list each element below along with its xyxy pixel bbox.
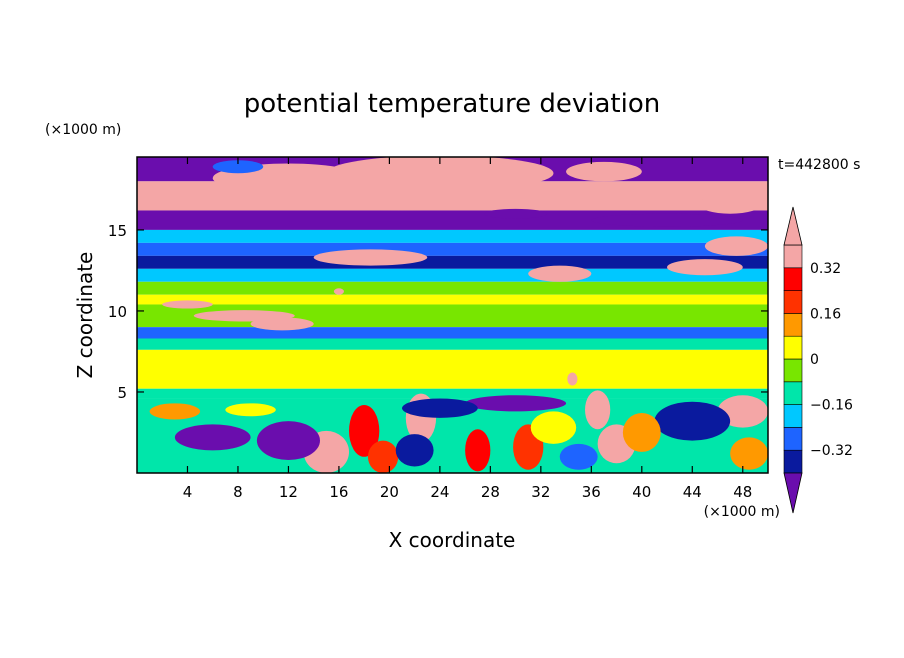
- contour-band: [137, 210, 768, 230]
- contour-band: [137, 229, 768, 243]
- x-axis: 4 8 12 16 20 24 28 32 36 40 44 48: [183, 157, 752, 501]
- time-label: t=442800 s: [778, 157, 860, 173]
- x-tick-label: 12: [279, 483, 298, 501]
- contour-region: [667, 259, 743, 276]
- contour-region: [717, 395, 768, 428]
- contour-band: [137, 268, 768, 282]
- x-tick-label: 32: [531, 483, 550, 501]
- contour-region: [367, 440, 399, 473]
- colorbar-segment: [783, 427, 803, 451]
- x-tick-label: 28: [481, 483, 500, 501]
- contour-region: [349, 404, 380, 457]
- colorbar-tick-label: 0: [810, 352, 819, 368]
- contour-region: [225, 403, 276, 417]
- colorbar-segment: [783, 381, 803, 405]
- colorbar-tick-label: −0.16: [810, 398, 853, 414]
- colorbar-segment: [783, 290, 803, 314]
- colorbar-segment: [783, 404, 803, 428]
- chart-title: potential temperature deviation: [244, 89, 660, 119]
- colorbar-over-arrow: [783, 206, 803, 246]
- colorbar-segment: [783, 267, 803, 291]
- colorbar-tick-label: −0.32: [810, 443, 853, 459]
- colorbar-segment: [783, 313, 803, 337]
- contour-region: [654, 401, 731, 441]
- contour-region: [622, 413, 661, 452]
- colorbar-tick-label: 0.16: [810, 306, 841, 322]
- x-tick-label: 36: [582, 483, 601, 501]
- contour-region: [465, 395, 567, 412]
- x-tick-label: 16: [329, 483, 348, 501]
- contour-region: [250, 317, 314, 331]
- contour-region: [484, 208, 548, 219]
- y-tick-label: 10: [108, 303, 127, 321]
- contour-region: [730, 437, 768, 470]
- contour-region: [559, 443, 598, 470]
- y-tick-label: 5: [117, 384, 127, 402]
- x-tick-label: 24: [430, 483, 449, 501]
- contour-region: [585, 390, 611, 430]
- x-tick-label: 48: [733, 483, 752, 501]
- colorbar-under-arrow: [783, 472, 803, 514]
- contour-region: [704, 236, 768, 256]
- contour-band: [137, 388, 768, 399]
- contour-band: [137, 349, 768, 389]
- contour-region: [530, 411, 577, 444]
- contour-region: [566, 161, 642, 182]
- y-tick-label: 15: [108, 222, 127, 240]
- x-tick-label: 44: [683, 483, 702, 501]
- contour-region: [212, 160, 264, 174]
- contour-band: [137, 294, 768, 305]
- contour-region: [149, 403, 201, 420]
- contour-region: [301, 178, 503, 211]
- colorbar-segment: [783, 335, 803, 360]
- y-unit-label: (×1000 m): [45, 122, 121, 138]
- plot-frame: [136, 156, 769, 474]
- contour-region: [313, 249, 428, 266]
- x-unit-label: (×1000 m): [704, 504, 780, 520]
- x-tick-label: 20: [380, 483, 399, 501]
- y-axis: 5 10 15: [108, 222, 768, 402]
- contour-band: [137, 281, 768, 295]
- contour-region: [333, 288, 344, 295]
- colorbar-tick-label: 0.32: [810, 261, 841, 277]
- colorbar-segment: [783, 244, 803, 269]
- contour-region: [402, 398, 478, 418]
- x-axis-label: X coordinate: [389, 528, 516, 552]
- x-tick-label: 4: [183, 483, 193, 501]
- colorbar-segment: [783, 358, 803, 383]
- contour-region: [395, 434, 434, 467]
- contour-region: [174, 424, 251, 451]
- contour-region: [465, 429, 491, 472]
- contour-band: [137, 242, 768, 256]
- contour-band: [137, 327, 768, 339]
- contour-region: [591, 213, 743, 227]
- contour-region: [567, 372, 578, 386]
- x-tick-label: 40: [632, 483, 651, 501]
- contour-region: [162, 300, 213, 309]
- colorbar: 0.32 0.16 0 −0.16 −0.32: [783, 206, 853, 514]
- plot-field: [137, 157, 768, 473]
- y-axis-label: Z coordinate: [73, 252, 97, 379]
- x-tick-label: 8: [233, 483, 243, 501]
- contour-band: [137, 338, 768, 350]
- contour-band: [137, 255, 768, 269]
- contour-region: [256, 421, 320, 461]
- contour-region: [528, 265, 592, 282]
- colorbar-segment: [783, 449, 803, 474]
- contour-region: [698, 194, 762, 214]
